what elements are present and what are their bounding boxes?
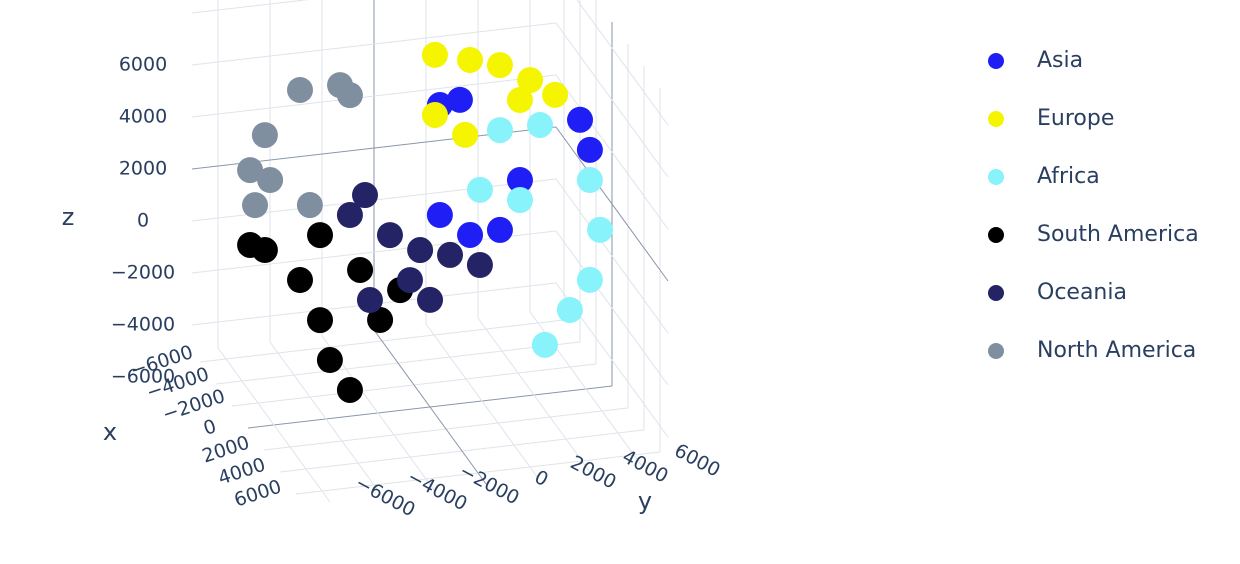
point — [486, 52, 513, 79]
grid — [191, 0, 669, 503]
x-axis-title: x — [103, 418, 117, 446]
point — [396, 267, 423, 294]
point — [336, 202, 363, 228]
legend-marker — [988, 111, 1004, 127]
y-tick-label: 4000 — [619, 445, 672, 487]
point — [237, 157, 264, 184]
point — [251, 122, 278, 149]
grid-line — [217, 347, 331, 503]
point — [352, 182, 378, 209]
z-tick-label: −6000 — [111, 366, 175, 388]
point — [506, 167, 533, 194]
point — [242, 192, 269, 219]
point — [287, 76, 313, 103]
legend-marker — [988, 343, 1004, 359]
grid-line — [191, 22, 557, 66]
grid-line — [555, 74, 669, 230]
point — [417, 286, 443, 313]
point — [336, 82, 363, 109]
point — [466, 176, 493, 203]
point — [457, 46, 484, 73]
x-tick-label: 0 — [201, 415, 219, 440]
grid-line — [191, 0, 310, 14]
grid-line — [555, 22, 669, 178]
z-tick-label: −2000 — [111, 262, 175, 284]
point — [446, 86, 473, 113]
legend-label: Oceania — [1037, 280, 1127, 305]
point — [486, 117, 513, 144]
grid-line — [269, 341, 383, 497]
point — [367, 306, 394, 333]
point — [576, 266, 603, 293]
point — [587, 216, 614, 243]
legend-marker — [988, 169, 1004, 185]
grid-line — [555, 126, 669, 282]
grid-line — [477, 317, 591, 473]
point — [506, 187, 533, 214]
point — [466, 252, 493, 278]
z-tick-label: 2000 — [119, 158, 167, 180]
points — [237, 41, 614, 403]
y-tick-label: 6000 — [671, 439, 724, 481]
legend-label: North America — [1037, 338, 1196, 363]
point — [437, 241, 464, 268]
point — [556, 297, 583, 323]
point — [526, 111, 553, 138]
point — [376, 222, 403, 249]
point — [567, 106, 594, 133]
point — [452, 121, 479, 148]
point — [316, 347, 343, 374]
point — [506, 86, 533, 113]
point — [421, 101, 448, 128]
grid-line — [555, 230, 669, 386]
grid-line — [576, 0, 669, 126]
legend-label: South America — [1037, 222, 1199, 247]
point — [296, 192, 323, 219]
point — [457, 221, 484, 248]
point — [347, 256, 374, 283]
point — [576, 136, 603, 163]
legend-label: Africa — [1037, 164, 1100, 189]
legend-marker — [988, 285, 1004, 301]
grid-line — [191, 74, 557, 118]
point — [307, 222, 334, 249]
point — [257, 167, 284, 194]
legend-label: Asia — [1037, 48, 1083, 73]
point — [426, 202, 453, 229]
point — [407, 237, 434, 264]
point — [307, 307, 334, 334]
legend-marker — [988, 53, 1004, 69]
grid-line — [373, 329, 487, 485]
point — [486, 216, 513, 243]
legend: Asia Europe Africa South America Oceania Nort… — [988, 48, 1199, 363]
z-tick-label: 6000 — [119, 54, 167, 76]
legend-label: Europe — [1037, 106, 1114, 131]
grid-line — [425, 323, 539, 479]
point — [287, 267, 313, 294]
z-tick-label: 0 — [137, 210, 149, 232]
point — [421, 41, 448, 68]
point — [517, 67, 544, 94]
point — [576, 167, 603, 194]
y-axis-title: y — [638, 487, 652, 515]
y-tick-label: 0 — [531, 466, 552, 491]
grid-line — [555, 178, 669, 334]
z-tick-label: 4000 — [119, 106, 167, 128]
point — [542, 81, 569, 108]
point — [251, 237, 278, 264]
point — [531, 331, 558, 358]
point — [356, 287, 383, 314]
legend-marker — [988, 227, 1004, 243]
z-tick-label: −4000 — [111, 314, 175, 336]
z-axis-title: z — [62, 203, 75, 231]
point — [336, 376, 363, 403]
